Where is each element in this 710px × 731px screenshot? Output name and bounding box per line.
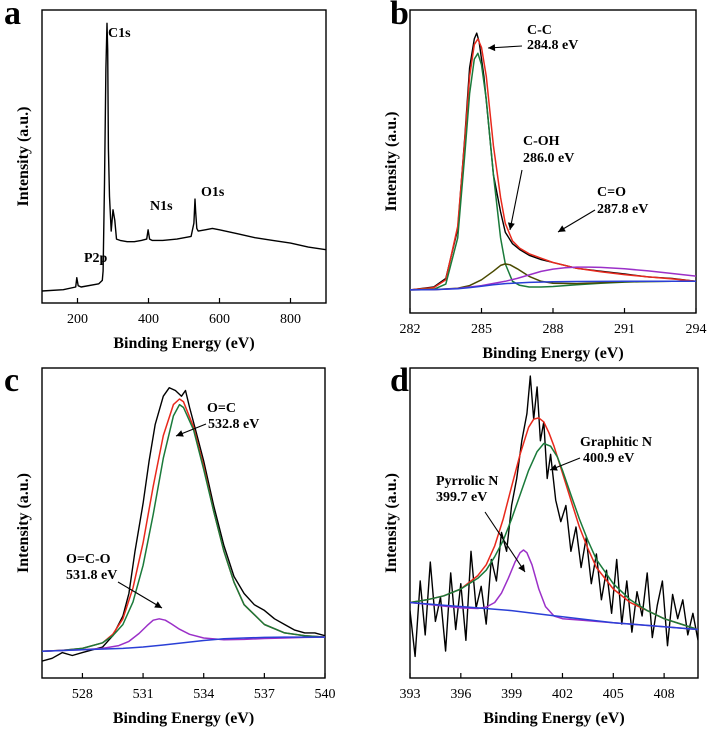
x-tick-label: 531: [133, 687, 154, 702]
x-axis-title: Binding Energy (eV): [113, 335, 254, 352]
annotation-label: C-OH: [523, 134, 560, 149]
annotation-label: C=O: [597, 185, 626, 200]
series-background: [410, 601, 698, 631]
y-axis-title: Intensity (a.u.): [15, 473, 32, 573]
x-tick-label: 291: [614, 322, 635, 337]
annotation-arrowhead: [518, 564, 525, 572]
annotation-label: C1s: [108, 26, 131, 41]
annotation-label: 532.8 eV: [208, 417, 259, 432]
x-tick-label: 600: [209, 312, 230, 327]
x-tick-label: 537: [254, 687, 275, 702]
annotation-label: N1s: [150, 199, 173, 214]
series-c-c: [410, 52, 696, 291]
annotation-arrowhead: [154, 601, 162, 608]
series-raw: [410, 375, 698, 658]
series-raw: [42, 387, 325, 662]
panel-b: b 282 285 288 291 294 Binding Energy (eV) Inten…: [383, 0, 707, 362]
annotation-arrowhead: [558, 225, 566, 232]
annotation-label: Graphitic N: [580, 435, 652, 450]
annotation-arrowhead: [176, 430, 184, 437]
panel-a: a 200 400 600 800 Binding Energy (eV) Intensit…: [4, 0, 327, 352]
annotation-label: 399.7 eV: [436, 490, 487, 505]
series-fit-envelope: [410, 417, 698, 631]
x-tick-label: 399: [501, 687, 522, 702]
series-background: [42, 636, 325, 652]
annotation-arrow: [117, 581, 163, 609]
x-tick-label: 393: [400, 687, 421, 702]
series-o-c: [42, 403, 325, 652]
series-o-c-o: [42, 618, 325, 652]
annotation-label: 531.8 eV: [66, 568, 117, 583]
x-tick-label: 534: [193, 687, 214, 702]
annotation-label: O1s: [201, 185, 225, 200]
panel-c: c 528 531 534 537 540 Binding Energy (eV) Inten…: [4, 362, 336, 727]
x-tick-label: 282: [400, 322, 421, 337]
annotation-arrowhead: [488, 44, 496, 52]
x-tick-label: 200: [67, 312, 88, 327]
panel-letter: b: [390, 0, 409, 32]
x-tick-label: 540: [315, 687, 336, 702]
panel-d: d 393 396 399 402 405 408 Binding Energy (eV) In…: [383, 362, 699, 727]
plot-frame: [41, 367, 326, 679]
panel-letter: c: [4, 362, 19, 399]
annotation-label: O=C-O: [66, 552, 111, 567]
y-axis-title: Intensity (a.u.): [383, 111, 400, 211]
annotation-arrow: [509, 169, 523, 231]
annotation-arrow: [484, 511, 526, 573]
x-axis-title: Binding Energy (eV): [482, 345, 623, 362]
annotation-arrow: [557, 209, 596, 233]
x-tick-label: 528: [72, 687, 93, 702]
series-fit-envelope: [42, 398, 325, 652]
annotation-label: Pyrrolic N: [436, 474, 498, 489]
annotation-label: 287.8 eV: [597, 202, 648, 217]
series-pyrrolic-n: [410, 549, 698, 631]
annotation-label: 400.9 eV: [583, 451, 634, 466]
y-axis-title: Intensity (a.u.): [15, 106, 32, 206]
panel-letter: a: [4, 0, 21, 32]
panel-letter: d: [390, 362, 409, 399]
y-axis-title: Intensity (a.u.): [383, 473, 400, 573]
annotation-arrowhead: [550, 464, 558, 471]
annotation-arrowhead: [507, 222, 515, 230]
annotation-label: 284.8 eV: [527, 38, 578, 53]
x-tick-label: 800: [280, 312, 301, 327]
annotation-label: P2p: [84, 251, 108, 266]
series-graphitic-n: [410, 442, 698, 631]
series-fit-envelope: [410, 38, 696, 291]
annotation-label: O=C: [207, 401, 236, 416]
x-tick-label: 294: [686, 322, 707, 337]
x-tick-label: 408: [654, 687, 675, 702]
annotation-label: 286.0 eV: [523, 151, 574, 166]
x-tick-label: 400: [138, 312, 159, 327]
plot-frame: [41, 9, 327, 304]
x-tick-label: 402: [552, 687, 573, 702]
series-survey: [42, 22, 326, 292]
plot-frame: [409, 367, 699, 679]
x-tick-label: 396: [450, 687, 471, 702]
series-background: [410, 280, 696, 291]
x-tick-label: 405: [603, 687, 624, 702]
annotation-label: C-C: [527, 23, 552, 38]
x-tick-label: 288: [543, 322, 564, 337]
x-axis-title: Binding Energy (eV): [113, 710, 254, 727]
x-tick-label: 285: [471, 322, 492, 337]
x-axis-title: Binding Energy (eV): [483, 710, 624, 727]
